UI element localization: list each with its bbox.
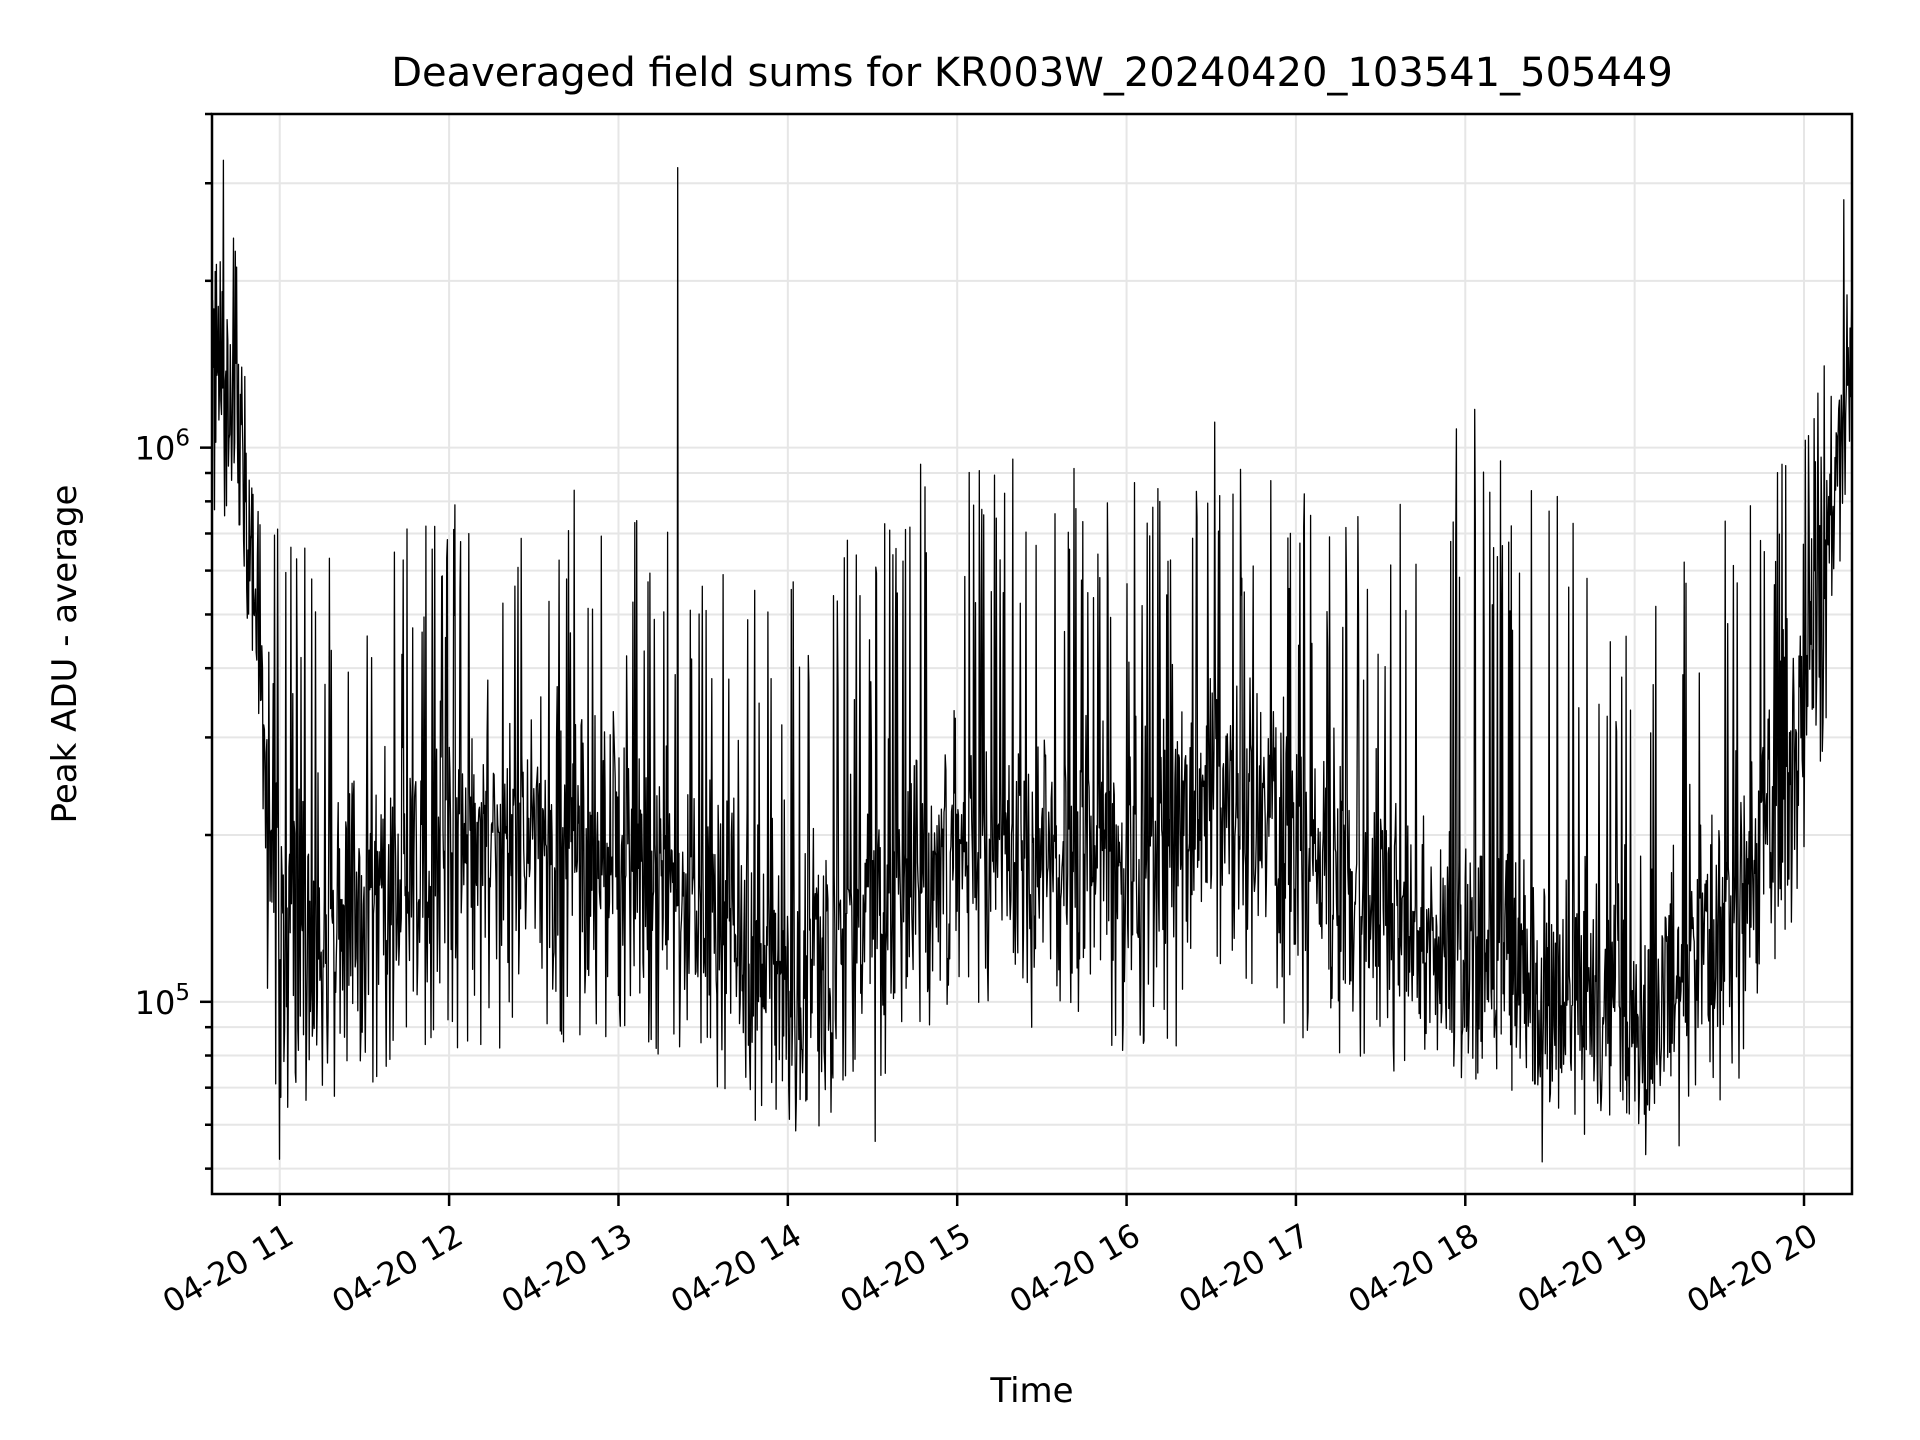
y-axis: 105 106 (135, 112, 212, 1170)
plot-frame (210, 112, 1854, 1196)
x-tick-label: 04-20 15 (834, 1216, 978, 1321)
x-tick-label: 04-20 13 (495, 1216, 639, 1321)
x-tick-label: 04-20 11 (156, 1216, 300, 1321)
x-tick-label: 04-20 19 (1511, 1216, 1655, 1321)
grid-lines (212, 113, 1852, 1194)
series-line (211, 159, 1853, 1163)
x-tick-label: 04-20 16 (1003, 1216, 1147, 1321)
x-tick-label: 04-20 18 (1342, 1216, 1486, 1321)
x-tick-label: 04-20 20 (1680, 1216, 1824, 1321)
y-axis-label: Peak ADU - average (45, 485, 85, 824)
x-tick-label: 04-20 12 (326, 1216, 470, 1321)
chart-title: Deaveraged field sums for KR003W_2024042… (391, 50, 1673, 96)
y-tick-label: 105 (135, 980, 190, 1022)
y-tick-label: 106 (135, 426, 190, 468)
x-tick-label: 04-20 17 (1172, 1216, 1316, 1321)
x-axis-label: Time (989, 1371, 1073, 1411)
x-tick-label: 04-20 14 (664, 1216, 808, 1321)
x-axis: 04-20 11 04-20 12 04-20 13 04-20 14 04-20 15… (156, 1194, 1824, 1321)
